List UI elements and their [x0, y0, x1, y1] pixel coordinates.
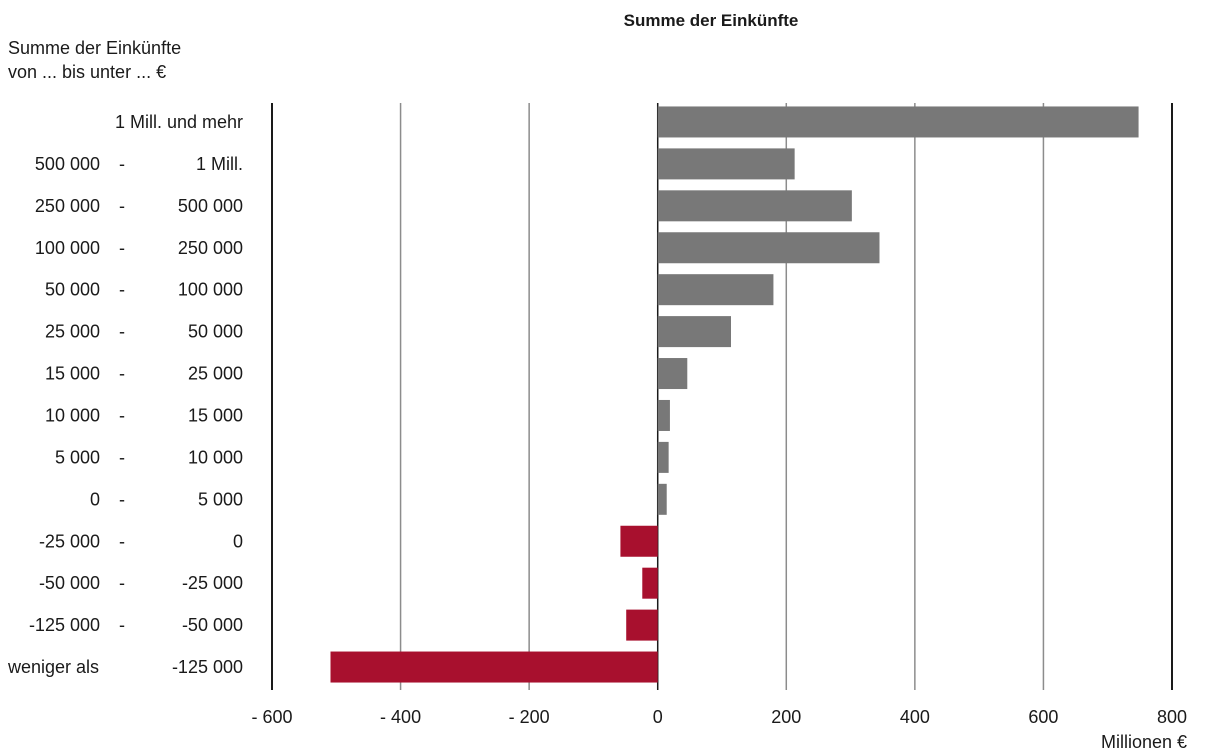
x-tick-label: 0: [653, 707, 663, 727]
bar: [657, 316, 731, 348]
category-label-from: 15 000: [45, 364, 100, 384]
category-label-to: 25 000: [188, 364, 243, 384]
bar: [657, 358, 688, 390]
category-label-to: 1 Mill.: [196, 154, 243, 174]
category-label-from: 100 000: [35, 238, 100, 258]
category-label-separator: -: [119, 615, 125, 635]
category-label-separator: -: [119, 238, 125, 258]
category-label-from: 10 000: [45, 405, 100, 425]
category-label-from: -125 000: [29, 615, 100, 635]
category-label-to: -125 000: [172, 657, 243, 677]
bar: [657, 483, 667, 515]
bar: [330, 651, 658, 683]
category-label-to: 0: [233, 531, 243, 551]
category-label-from: 250 000: [35, 196, 100, 216]
bar: [657, 190, 852, 222]
x-tick-label: 200: [771, 707, 801, 727]
category-label-to: 10 000: [188, 447, 243, 467]
category-label-separator: -: [119, 531, 125, 551]
x-tick-label: 600: [1028, 707, 1058, 727]
bar: [626, 609, 658, 641]
x-tick-label: 800: [1157, 707, 1187, 727]
bar: [657, 106, 1139, 138]
category-label-to: -25 000: [182, 573, 243, 593]
category-label-to: 100 000: [178, 280, 243, 300]
category-label-from: 50 000: [45, 280, 100, 300]
category-label-separator: -: [119, 573, 125, 593]
category-label-separator: -: [119, 322, 125, 342]
category-label-from: 500 000: [35, 154, 100, 174]
category-label-separator: -: [119, 447, 125, 467]
bar: [657, 274, 774, 306]
bar: [642, 567, 658, 599]
category-label-separator: -: [119, 196, 125, 216]
bar: [620, 525, 658, 557]
category-label-separator: -: [119, 364, 125, 384]
category-label-from: -25 000: [39, 531, 100, 551]
x-tick-labels: - 600 - 400 - 200 0 200 400 600 800: [251, 707, 1187, 727]
category-label-to: 15 000: [188, 405, 243, 425]
category-label-to: -50 000: [182, 615, 243, 635]
category-label-to: 50 000: [188, 322, 243, 342]
bar: [657, 441, 669, 473]
category-label-separator: -: [119, 280, 125, 300]
category-label-from: 25 000: [45, 322, 100, 342]
category-label-from: -50 000: [39, 573, 100, 593]
category-label-from: weniger als: [7, 657, 99, 677]
bar: [657, 232, 880, 264]
category-label-to: 250 000: [178, 238, 243, 258]
category-label-separator: -: [119, 489, 125, 509]
category-label-separator: -: [119, 154, 125, 174]
x-tick-label: - 600: [251, 707, 292, 727]
x-tick-label: 400: [900, 707, 930, 727]
x-tick-label: - 200: [509, 707, 550, 727]
category-label-from: 5 000: [55, 447, 100, 467]
x-axis-title: Millionen €: [1101, 732, 1187, 752]
chart-title: Summe der Einkünfte: [624, 11, 799, 30]
x-tick-label: - 400: [380, 707, 421, 727]
bars: [330, 106, 1139, 683]
y-axis-title-line-2: von ... bis unter ... €: [8, 62, 166, 82]
bar: [657, 399, 670, 431]
category-label-separator: -: [119, 405, 125, 425]
category-label-to: 5 000: [198, 489, 243, 509]
category-label: 1 Mill. und mehr: [115, 112, 243, 132]
category-label-to: 500 000: [178, 196, 243, 216]
bar: [657, 148, 795, 180]
y-axis-title-line-1: Summe der Einkünfte: [8, 38, 181, 58]
category-label-from: 0: [90, 489, 100, 509]
